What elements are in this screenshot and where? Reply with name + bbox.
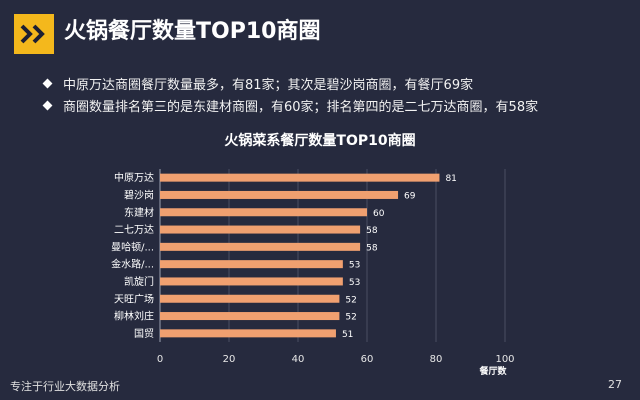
data-label: 58 [366, 243, 378, 253]
category-label: 凯旋门 [124, 275, 154, 288]
bullet-item: 中原万达商圈餐厅数量最多，有81家；其次是碧沙岗商圈，有餐厅69家 [42, 72, 624, 94]
data-label: 52 [345, 295, 356, 305]
bar [160, 294, 340, 303]
bullet-text: 中原万达商圈餐厅数量最多，有81家；其次是碧沙岗商圈，有餐厅69家 [63, 77, 474, 93]
data-label: 53 [349, 278, 360, 288]
category-label: 中原万达 [114, 171, 154, 184]
bar [160, 242, 361, 251]
x-tick-label: 100 [495, 354, 514, 365]
bar [160, 190, 399, 199]
data-label: 51 [342, 330, 353, 340]
x-axis-label: 餐厅数 [478, 365, 507, 377]
x-tick-label: 40 [292, 354, 305, 365]
page-title: 火锅餐厅数量TOP10商圈 [64, 19, 321, 44]
data-label: 53 [349, 261, 360, 271]
header-accent-block [14, 14, 54, 54]
category-label: 东建材 [124, 206, 154, 219]
bar [160, 312, 340, 321]
category-label: 碧沙岗 [124, 189, 154, 201]
bar [160, 329, 336, 338]
bar [160, 225, 361, 234]
category-label: 二七万达 [114, 224, 154, 236]
category-label: 国贸 [134, 328, 154, 340]
bullet-text: 商圈数量排名第三的是东建材商圈，有60家；排名第四的是二七万达商圈，有58家 [63, 99, 539, 115]
x-tick-label: 80 [430, 354, 443, 365]
page-number: 27 [608, 378, 622, 391]
bar [160, 173, 440, 182]
data-label: 60 [373, 209, 385, 219]
data-label: 69 [404, 191, 416, 201]
bullet-item: 商圈数量排名第三的是东建材商圈，有60家；排名第四的是二七万达商圈，有58家 [42, 94, 624, 116]
bar [160, 277, 343, 286]
category-label: 柳林刘庄 [114, 310, 154, 323]
category-label: 天旺广场 [114, 292, 154, 305]
data-label: 52 [345, 313, 356, 323]
chart-title: 火锅菜系餐厅数量TOP10商圈 [224, 133, 416, 149]
data-label: 58 [366, 226, 378, 236]
x-tick-label: 60 [361, 354, 374, 365]
data-label: 81 [445, 174, 456, 184]
bar [160, 260, 343, 269]
x-tick-label: 0 [157, 354, 163, 365]
category-label: 曼哈顿/... [111, 240, 154, 253]
bar [160, 208, 367, 217]
double-chevron-right-icon [20, 24, 45, 44]
x-tick-label: 20 [223, 354, 236, 365]
footer-tagline: 专注于行业大数据分析 [10, 380, 120, 393]
summary-bullets: 中原万达商圈餐厅数量最多，有81家；其次是碧沙岗商圈，有餐厅69家 商圈数量排名… [42, 72, 624, 116]
category-label: 金水路/... [111, 258, 154, 271]
